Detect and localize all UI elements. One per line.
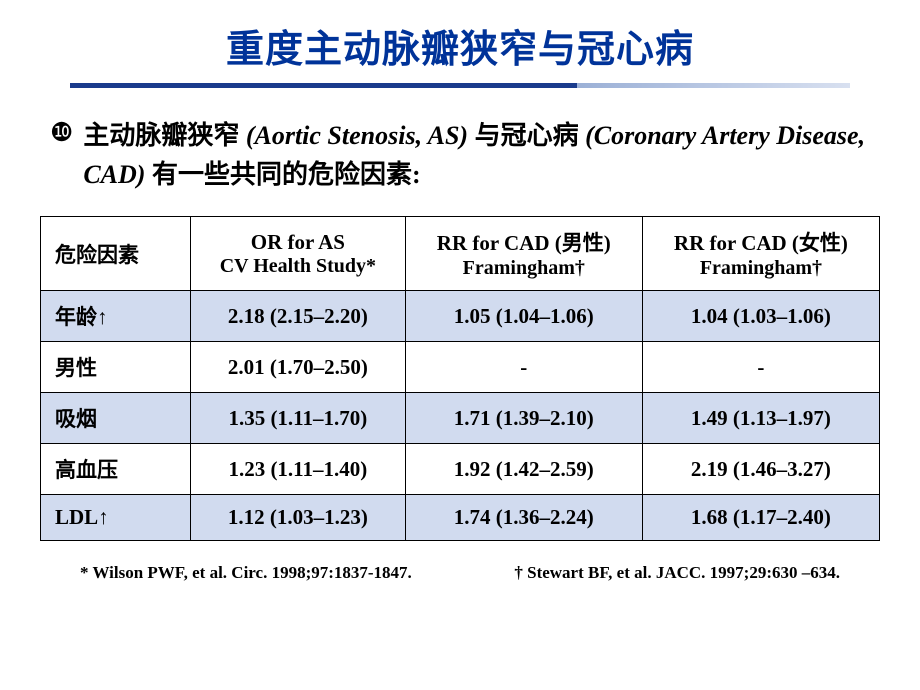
row-label: 男性 <box>41 342 191 393</box>
table-row: 男性2.01 (1.70–2.50)-- <box>41 342 880 393</box>
footnotes: * Wilson PWF, et al. Circ. 1998;97:1837-… <box>80 563 840 583</box>
cell-value: 1.23 (1.11–1.40) <box>191 444 406 495</box>
row-label: 高血压 <box>41 444 191 495</box>
bullet-text: 主动脉瓣狭窄 (Aortic Stenosis, AS) 与冠心病 (Coron… <box>83 116 870 194</box>
footnote-left: * Wilson PWF, et al. Circ. 1998;97:1837-… <box>80 563 412 583</box>
col-header-rr-female-line1: RR for CAD (女性) <box>674 231 848 255</box>
row-label: 年龄↑ <box>41 291 191 342</box>
cell-value: 1.68 (1.17–2.40) <box>642 495 879 541</box>
col-header-rr-male-line2: Framingham† <box>412 257 636 280</box>
col-header-or-as-line1: OR for AS <box>251 230 345 254</box>
cell-value: 1.05 (1.04–1.06) <box>405 291 642 342</box>
bullet-part-e: 有一些共同的危险因素: <box>152 160 421 189</box>
cell-value: 1.04 (1.03–1.06) <box>642 291 879 342</box>
cell-value: 1.35 (1.11–1.70) <box>191 393 406 444</box>
table-header-row: 危险因素 OR for AS CV Health Study* RR for C… <box>41 217 880 291</box>
col-header-rr-male: RR for CAD (男性) Framingham† <box>405 217 642 291</box>
risk-factor-table: 危险因素 OR for AS CV Health Study* RR for C… <box>40 216 880 541</box>
cell-value: 1.12 (1.03–1.23) <box>191 495 406 541</box>
bullet-part-c: 与冠心病 <box>475 121 586 150</box>
table-body: 年龄↑2.18 (2.15–2.20)1.05 (1.04–1.06)1.04 … <box>41 291 880 541</box>
bullet-part-a: 主动脉瓣狭窄 <box>83 121 246 150</box>
table-row: 高血压1.23 (1.11–1.40)1.92 (1.42–2.59)2.19 … <box>41 444 880 495</box>
table-row: 年龄↑2.18 (2.15–2.20)1.05 (1.04–1.06)1.04 … <box>41 291 880 342</box>
col-header-rr-female: RR for CAD (女性) Framingham† <box>642 217 879 291</box>
col-header-or-as-line2: CV Health Study* <box>197 255 399 278</box>
cell-value: 2.18 (2.15–2.20) <box>191 291 406 342</box>
row-label: LDL↑ <box>41 495 191 541</box>
row-label: 吸烟 <box>41 393 191 444</box>
cell-value: - <box>642 342 879 393</box>
bullet-number-icon: ❿ <box>50 116 73 150</box>
col-header-rr-male-line1: RR for CAD (男性) <box>437 231 611 255</box>
cell-value: 1.71 (1.39–2.10) <box>405 393 642 444</box>
cell-value: 2.19 (1.46–3.27) <box>642 444 879 495</box>
col-header-rr-female-line2: Framingham† <box>649 257 873 280</box>
slide-title: 重度主动脉瓣狭窄与冠心病 <box>40 18 880 73</box>
cell-value: 1.49 (1.13–1.97) <box>642 393 879 444</box>
footnote-right: † Stewart BF, et al. JACC. 1997;29:630 –… <box>514 563 840 583</box>
cell-value: - <box>405 342 642 393</box>
cell-value: 1.74 (1.36–2.24) <box>405 495 642 541</box>
title-underline <box>70 83 850 88</box>
slide: 重度主动脉瓣狭窄与冠心病 ❿ 主动脉瓣狭窄 (Aortic Stenosis, … <box>0 0 920 583</box>
table-row: LDL↑1.12 (1.03–1.23)1.74 (1.36–2.24)1.68… <box>41 495 880 541</box>
bullet-part-b: (Aortic Stenosis, AS) <box>246 121 475 150</box>
col-header-or-as: OR for AS CV Health Study* <box>191 217 406 291</box>
bullet-row: ❿ 主动脉瓣狭窄 (Aortic Stenosis, AS) 与冠心病 (Cor… <box>50 116 870 194</box>
cell-value: 1.92 (1.42–2.59) <box>405 444 642 495</box>
cell-value: 2.01 (1.70–2.50) <box>191 342 406 393</box>
col-header-risk: 危险因素 <box>41 217 191 291</box>
table-row: 吸烟1.35 (1.11–1.70)1.71 (1.39–2.10)1.49 (… <box>41 393 880 444</box>
